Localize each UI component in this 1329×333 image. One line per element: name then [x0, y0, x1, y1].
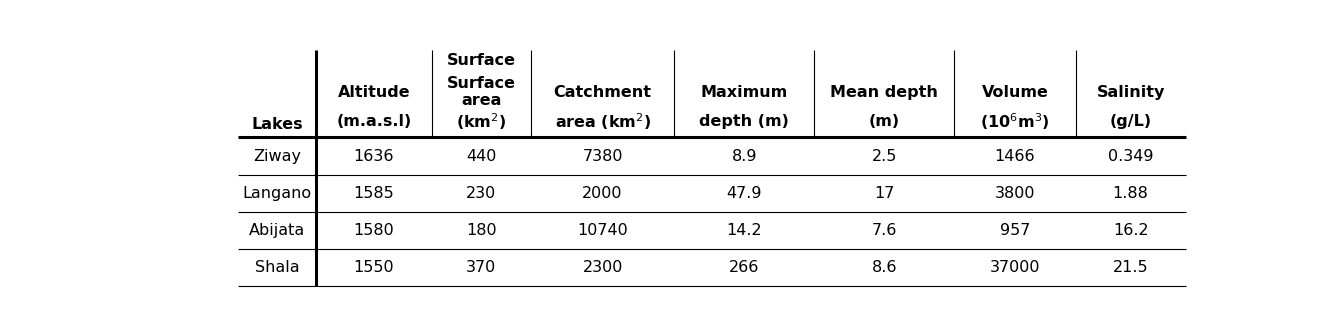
Text: 0.349: 0.349: [1108, 149, 1154, 164]
Text: Maximum: Maximum: [700, 85, 788, 100]
Text: area (km$^2$): area (km$^2$): [554, 112, 651, 132]
Text: Salinity: Salinity: [1096, 85, 1164, 100]
Text: depth (m): depth (m): [699, 114, 789, 129]
Text: Mean depth: Mean depth: [831, 85, 938, 100]
Text: (m): (m): [869, 114, 900, 129]
Text: 1585: 1585: [354, 186, 395, 201]
Text: 2.5: 2.5: [872, 149, 897, 164]
Text: 7380: 7380: [582, 149, 623, 164]
Text: 370: 370: [466, 260, 497, 275]
Text: 957: 957: [999, 223, 1030, 238]
Text: 3800: 3800: [994, 186, 1035, 201]
Text: Lakes: Lakes: [251, 117, 303, 133]
Text: 8.9: 8.9: [731, 149, 758, 164]
Text: 16.2: 16.2: [1112, 223, 1148, 238]
Text: Abijata: Abijata: [249, 223, 306, 238]
Text: 10740: 10740: [577, 223, 627, 238]
Text: 230: 230: [466, 186, 497, 201]
Text: 21.5: 21.5: [1112, 260, 1148, 275]
Text: 1.88: 1.88: [1112, 186, 1148, 201]
Text: Surface
area: Surface area: [447, 76, 516, 108]
Text: 8.6: 8.6: [872, 260, 897, 275]
Text: 2300: 2300: [582, 260, 623, 275]
Text: (g/L): (g/L): [1110, 114, 1152, 129]
Text: 47.9: 47.9: [727, 186, 762, 201]
Text: 1550: 1550: [354, 260, 395, 275]
Text: 2000: 2000: [582, 186, 623, 201]
Text: Ziway: Ziway: [253, 149, 302, 164]
Text: 7.6: 7.6: [872, 223, 897, 238]
Text: 17: 17: [874, 186, 894, 201]
Text: 266: 266: [730, 260, 759, 275]
Text: Altitude: Altitude: [338, 85, 411, 100]
Text: Volume: Volume: [982, 85, 1049, 100]
Text: (m.a.s.l): (m.a.s.l): [336, 114, 412, 129]
Text: 37000: 37000: [990, 260, 1041, 275]
Text: Surface: Surface: [447, 53, 516, 68]
Text: Catchment: Catchment: [554, 85, 651, 100]
Text: 1580: 1580: [354, 223, 395, 238]
Text: 1636: 1636: [354, 149, 395, 164]
Text: 180: 180: [466, 223, 497, 238]
Text: (km$^2$): (km$^2$): [456, 112, 506, 132]
Text: Shala: Shala: [255, 260, 299, 275]
Text: 14.2: 14.2: [727, 223, 762, 238]
Text: Langano: Langano: [242, 186, 311, 201]
Text: 1466: 1466: [994, 149, 1035, 164]
Text: 440: 440: [466, 149, 497, 164]
Text: (10$^6$m$^3$): (10$^6$m$^3$): [979, 112, 1050, 132]
